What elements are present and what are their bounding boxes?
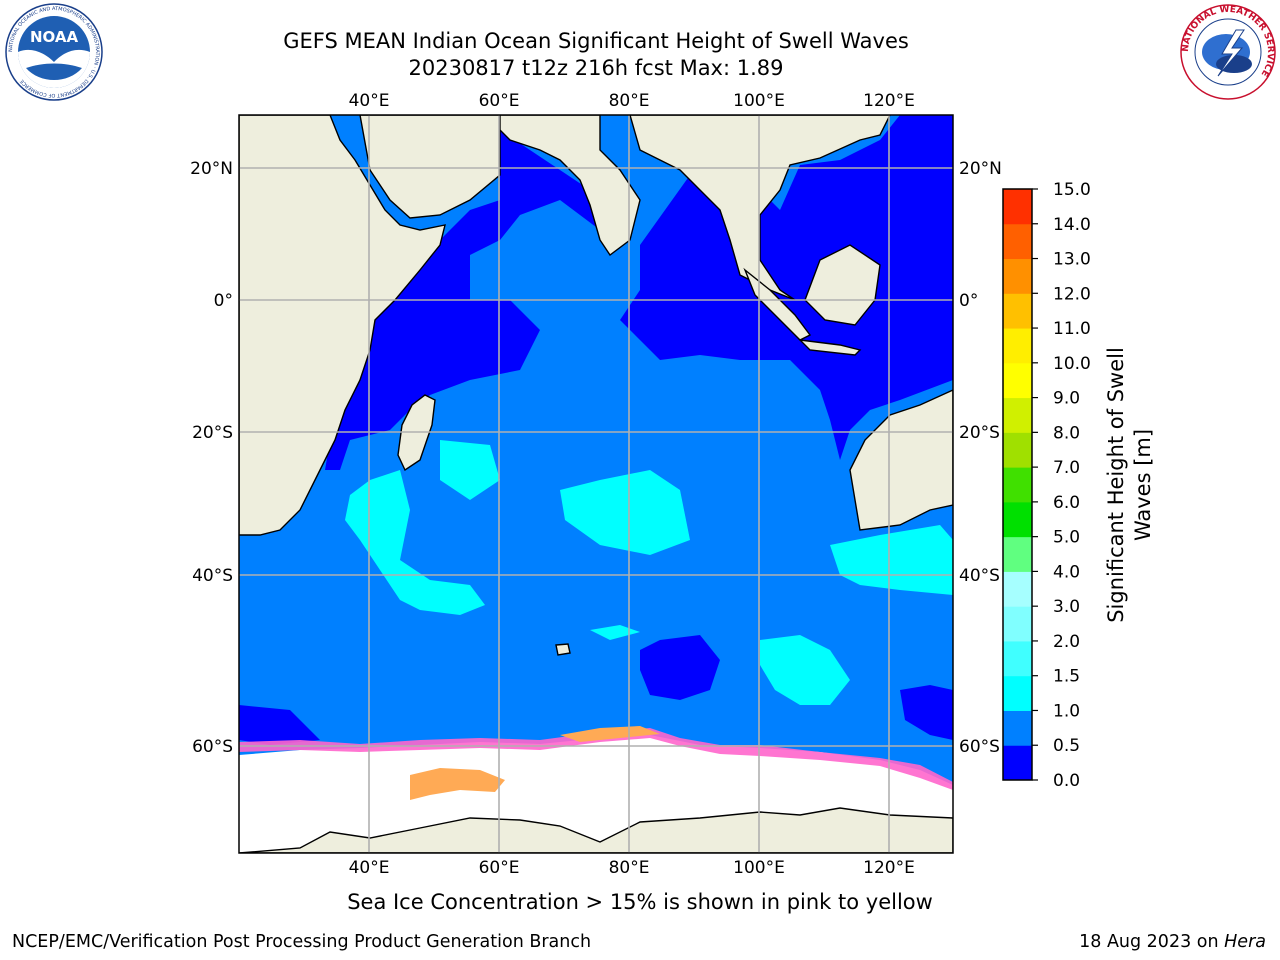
colorbar-segment [1003,223,1032,260]
map-title: GEFS MEAN Indian Ocean Significant Heigh… [283,29,909,53]
lon-label: 80°E [609,91,650,111]
colorbar-tick-label: 14.0 [1053,215,1091,235]
lat-labels-right: 20°N 0° 20°S 40°S 60°S [959,159,1002,757]
sea-ice-orange-patch [410,768,505,800]
lat-label: 40°S [192,566,233,586]
colorbar-label-line2: Waves [m] [1131,429,1155,541]
land-masses [239,115,953,853]
lon-label: 120°E [863,91,915,111]
colorbar-tick-label: 10.0 [1053,354,1091,374]
colorbar-tick-label: 1.5 [1053,667,1080,687]
nws-logo: NATIONAL WEATHER SERVICE [1180,4,1276,100]
lon-label: 40°E [349,91,390,111]
colorbar-segment [1003,467,1032,503]
lon-label: 80°E [609,858,650,878]
colorbar-segment [1003,362,1032,399]
colorbar-tick-labels: 0.0 0.5 1.0 1.5 2.0 3.0 4.0 5.0 6.0 7.0 8.0 9.0 10.0… [1032,180,1091,791]
colorbar-tick-label: 7.0 [1053,458,1080,478]
colorbar-segment [1003,293,1032,329]
colorbar-tick-label: 9.0 [1053,389,1080,409]
producer-credit: NCEP/EMC/Verification Post Processing Pr… [12,932,592,952]
colorbar-tick-label: 2.0 [1053,632,1080,652]
colorbar-tick-label: 13.0 [1053,250,1091,270]
colorbar-tick-label: 5.0 [1053,528,1080,548]
colorbar-segment [1003,258,1032,294]
noaa-logo-text: NOAA [30,28,79,46]
colorbar-tick-label: 4.0 [1053,562,1080,582]
generation-host: Hera [1224,932,1266,952]
colorbar-tick-label: 6.0 [1053,493,1080,513]
lat-label: 20°S [959,423,1000,443]
lon-label: 100°E [733,858,785,878]
lat-label: 20°S [192,423,233,443]
colorbar-segment [1003,328,1032,364]
lat-label: 20°N [190,159,233,179]
colorbar-label-line1: Significant Height of Swell [1104,347,1128,623]
colorbar-segment [1003,640,1032,677]
colorbar-tick-label: 15.0 [1053,180,1091,200]
colorbar-tick-label: 1.0 [1053,701,1080,721]
colorbar [1003,189,1032,781]
moderate-swell-regions [345,440,953,705]
colorbar-tick-label: 8.0 [1053,423,1080,443]
colorbar-tick-label: 12.0 [1053,284,1091,304]
map-frame [238,114,954,854]
colorbar-tick-label: 0.5 [1053,736,1080,756]
lat-labels-left: 20°N 0° 20°S 40°S 60°S [190,159,233,757]
lat-label: 40°S [959,566,1000,586]
lon-labels-top: 40°E 60°E 80°E 100°E 120°E [349,91,915,111]
lon-labels-bottom: 40°E 60°E 80°E 100°E 120°E [349,858,915,878]
lon-label: 120°E [863,858,915,878]
sea-ice-orange-edge [560,726,660,742]
colorbar-tick-label: 3.0 [1053,597,1080,617]
lat-label: 60°S [959,737,1000,757]
colorbar-segment [1003,432,1032,468]
lon-label: 60°E [479,858,520,878]
map-subtitle: 20230817 t12z 216h fcst Max: 1.89 [408,56,784,80]
map-plot-area [239,115,953,853]
colorbar-segment [1003,745,1032,781]
colorbar-tick-label: 0.0 [1053,771,1080,791]
colorbar-segment [1003,397,1032,433]
colorbar-segment [1003,189,1032,225]
colorbar-segment [1003,606,1032,642]
colorbar-frame [1002,188,1033,781]
colorbar-segment [1003,571,1032,607]
colorbar-tick-label: 11.0 [1053,319,1091,339]
lon-label: 60°E [479,91,520,111]
map-gridlines [239,115,953,853]
generation-date-text: 18 Aug 2023 on [1079,932,1225,952]
lat-label: 0° [214,291,233,311]
generation-date: 18 Aug 2023 on Hera [1079,932,1266,952]
sea-ice-edge-pink [239,728,953,790]
lat-label: 60°S [192,737,233,757]
noaa-logo: NOAA NATIONAL OCEANIC AND ATMOSPHERIC AD… [5,3,103,101]
lon-label: 40°E [349,858,390,878]
lon-label: 100°E [733,91,785,111]
colorbar-segment [1003,710,1032,746]
lat-label: 20°N [959,159,1002,179]
sea-ice-footnote: Sea Ice Concentration > 15% is shown in … [347,890,933,914]
colorbar-segment [1003,675,1032,711]
lat-label: 0° [959,291,978,311]
colorbar-segment [1003,536,1032,572]
colorbar-segment [1003,501,1032,538]
